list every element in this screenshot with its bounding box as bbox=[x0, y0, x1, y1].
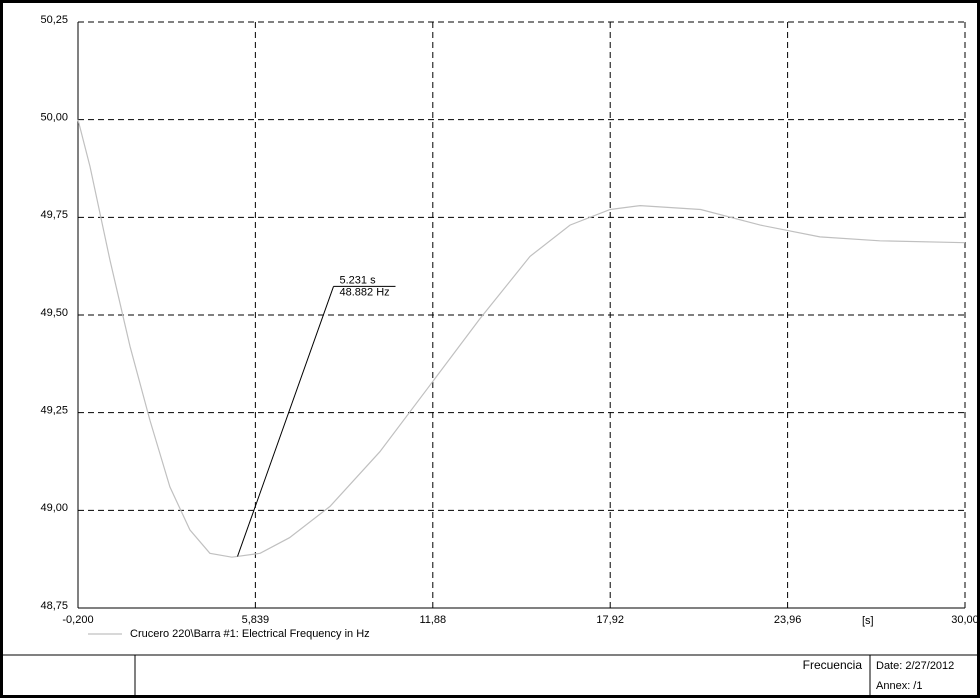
x-tick-label: 30,00 bbox=[951, 614, 979, 626]
x-tick-label: -0,200 bbox=[62, 614, 93, 626]
y-tick-label: 50,00 bbox=[40, 112, 68, 124]
annotation-label: 5.231 s bbox=[340, 274, 377, 286]
y-tick-label: 49,75 bbox=[40, 209, 68, 221]
annotation-label: 48.882 Hz bbox=[340, 286, 390, 298]
x-tick-label: 17,92 bbox=[596, 614, 624, 626]
x-tick-label: 11,88 bbox=[419, 614, 446, 626]
data-line bbox=[77, 119, 966, 558]
y-tick-label: 49,50 bbox=[40, 307, 68, 319]
y-tick-label: 49,25 bbox=[40, 405, 68, 417]
footer-date: Date: 2/27/2012 bbox=[876, 660, 954, 672]
annotation-leader bbox=[237, 286, 334, 557]
x-tick-label: 5,839 bbox=[242, 614, 270, 626]
footer-annex: Annex: /1 bbox=[876, 680, 922, 692]
footer-title: Frecuencia bbox=[803, 658, 863, 672]
x-tick-label: 23,96 bbox=[774, 614, 802, 626]
y-tick-label: 48,75 bbox=[40, 600, 68, 612]
y-tick-label: 50,25 bbox=[40, 14, 68, 26]
x-axis-label: [s] bbox=[862, 615, 874, 627]
legend-label: Crucero 220\Barra #1: Electrical Frequen… bbox=[130, 628, 370, 640]
y-tick-label: 49,00 bbox=[40, 502, 68, 514]
